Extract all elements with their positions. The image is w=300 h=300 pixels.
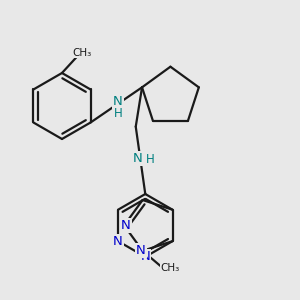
Text: H: H — [113, 107, 122, 120]
Text: CH₃: CH₃ — [72, 48, 92, 58]
Text: N: N — [133, 152, 143, 165]
Text: N: N — [113, 95, 123, 108]
Text: N: N — [121, 219, 130, 232]
Text: N: N — [113, 235, 123, 248]
Text: CH₃: CH₃ — [160, 263, 180, 273]
Text: H: H — [146, 153, 154, 166]
Text: N: N — [140, 250, 150, 263]
Text: N: N — [136, 244, 146, 257]
